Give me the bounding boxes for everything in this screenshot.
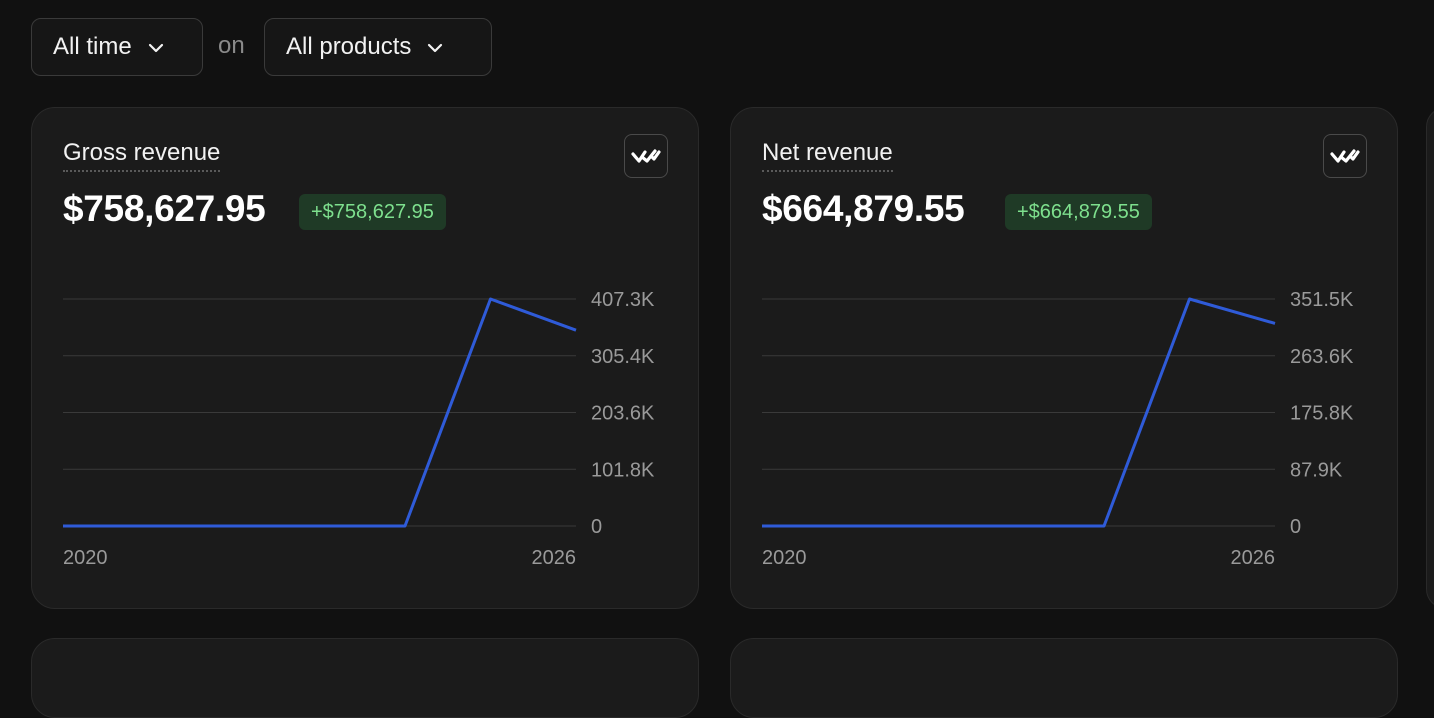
change-badge: +$758,627.95 <box>299 194 446 230</box>
revenue-line-chart: 0 101.8K 203.6K 305.4K 407.3K 2020 2026 <box>63 289 655 569</box>
chevron-down-icon <box>146 37 166 57</box>
y-tick-label: 203.6K <box>591 403 655 425</box>
y-tick-label: 101.8K <box>591 459 655 481</box>
product-label: All products <box>286 33 412 60</box>
series-line <box>63 297 577 528</box>
time-range-dropdown[interactable]: All time <box>31 18 203 76</box>
stripe-logo-icon[interactable] <box>1323 134 1367 178</box>
y-tick-label: 175.8K <box>1290 403 1354 425</box>
revenue-line-chart: 0 87.9K 175.8K 263.6K 351.5K 2020 2026 <box>762 289 1354 569</box>
x-tick-label: 2020 <box>762 547 807 569</box>
card-title[interactable]: Gross revenue <box>63 138 221 172</box>
time-range-label: All time <box>53 33 132 60</box>
gross-revenue-card: Gross revenue $758,627.95 +$758,627.95 0… <box>31 107 699 609</box>
series-line <box>762 297 1276 528</box>
card-value: $758,627.95 <box>63 188 266 229</box>
net-revenue-card: Net revenue $664,879.55 +$664,879.55 0 87… <box>730 107 1398 609</box>
filter-connector-text: on <box>218 32 245 59</box>
x-tick-label: 2026 <box>532 547 577 569</box>
y-tick-label: 407.3K <box>591 289 655 311</box>
y-tick-label: 87.9K <box>1290 459 1343 481</box>
card-title[interactable]: Net revenue <box>762 138 893 172</box>
y-tick-label: 0 <box>591 516 602 538</box>
lower-card-partial <box>730 638 1398 718</box>
lower-card-partial <box>31 638 699 718</box>
next-card-partial <box>1426 107 1434 609</box>
x-tick-label: 2020 <box>63 547 108 569</box>
stripe-logo-icon[interactable] <box>624 134 668 178</box>
x-tick-label: 2026 <box>1231 547 1276 569</box>
y-tick-label: 351.5K <box>1290 289 1354 311</box>
y-tick-label: 305.4K <box>591 346 655 368</box>
y-tick-label: 0 <box>1290 516 1301 538</box>
change-badge: +$664,879.55 <box>1005 194 1152 230</box>
card-value: $664,879.55 <box>762 188 965 229</box>
product-dropdown[interactable]: All products <box>264 18 492 76</box>
chevron-down-icon <box>425 37 445 57</box>
y-tick-label: 263.6K <box>1290 346 1354 368</box>
